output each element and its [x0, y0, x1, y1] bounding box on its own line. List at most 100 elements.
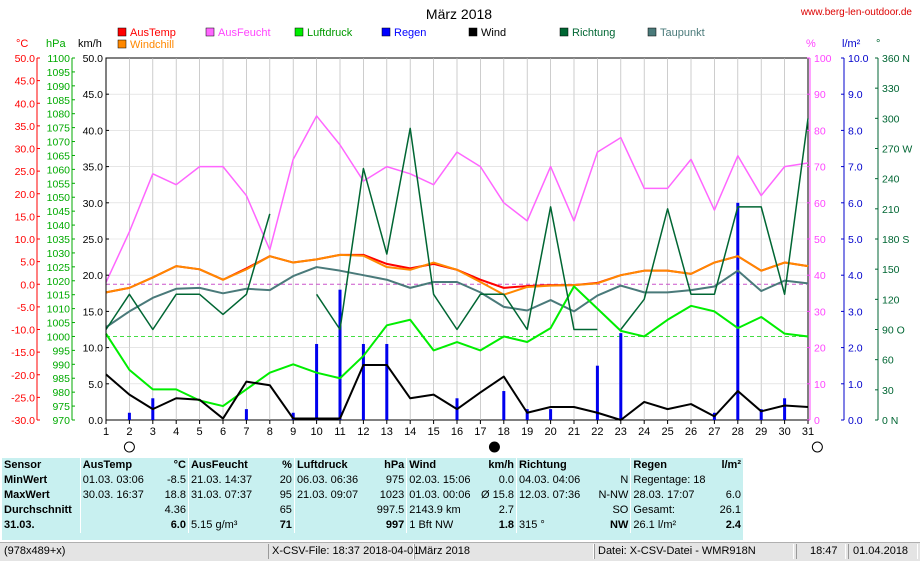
tick-label-rain: 2.0: [848, 343, 863, 355]
stats-cell: [516, 503, 591, 518]
x-tick-label: 29: [755, 426, 767, 438]
legend-swatch: [294, 27, 304, 37]
tick-label-temp: 45.0: [15, 76, 36, 88]
tick-label-pressure: 975: [52, 401, 70, 413]
chart-title: März 2018: [426, 6, 492, 22]
new-moon-icon: [488, 441, 500, 453]
legend-label: Luftdruck: [307, 27, 353, 39]
status-cell-datei: [594, 544, 794, 559]
tick-label-humidity: 10: [814, 379, 826, 391]
stats-cell: 26.1 l/m²: [630, 518, 710, 533]
x-tick-label: 2: [126, 426, 132, 438]
stats-cell: 6.0: [170, 519, 186, 531]
stats-row-min: MinWert 01.03. 03:06 -8.5 21.03. 14:37 2…: [2, 473, 743, 488]
tick-label-temp: 25.0: [15, 166, 36, 178]
stats-header-sensor: Sensor: [4, 459, 42, 471]
tick-label-pressure: 1010: [47, 304, 71, 316]
stats-header-wind: Wind: [406, 458, 479, 473]
stats-cell: 5.15 g/m³: [187, 518, 263, 533]
x-tick-label: 23: [615, 426, 627, 438]
status-cell-date: [848, 544, 918, 559]
tick-label-rain: 9.0: [848, 89, 863, 101]
stats-header-wind-unit: km/h: [488, 459, 515, 471]
legend-swatch: [468, 27, 478, 37]
stats-cell: 2.7: [498, 504, 515, 516]
tick-label-temp: -10.0: [11, 325, 35, 337]
x-tick-label: 10: [310, 426, 322, 438]
tick-label-pressure: 970: [52, 415, 70, 427]
tick-label-humidity: 30: [814, 306, 826, 318]
stats-row-current: 31.03. 6.0 5.15 g/m³ 71 997 1 Bft NW 1.8…: [2, 518, 743, 533]
tick-label-direction: 90 O: [882, 325, 905, 337]
status-time: 18:47: [810, 545, 838, 557]
stats-header-row: Sensor AusTemp °C AusFeucht % Luftdruck …: [2, 458, 743, 473]
tick-label-pressure: 1040: [47, 220, 71, 232]
rain-bar: [595, 365, 599, 420]
x-tick-label: 8: [267, 426, 273, 438]
tick-label-humidity: 70: [814, 162, 826, 174]
stats-cell: [79, 503, 155, 518]
stats-header-austemp: AusTemp: [79, 458, 155, 473]
x-tick-label: 28: [732, 426, 744, 438]
stats-cell: [293, 503, 367, 518]
x-tick-label: 13: [381, 426, 393, 438]
status-month: März 2018: [418, 545, 470, 557]
tick-label-direction: 240: [882, 174, 900, 186]
x-tick-label: 14: [404, 426, 416, 438]
rain-bar: [619, 333, 623, 420]
tick-label-humidity: 100: [814, 53, 832, 65]
tick-label-humidity: 0: [814, 415, 820, 427]
stats-row-label: 31.03.: [4, 519, 35, 531]
stats-cell: 21.03. 09:07: [293, 488, 367, 503]
x-tick-label: 17: [474, 426, 486, 438]
tick-label-rain: 1.0: [848, 379, 863, 391]
x-tick-label: 30: [778, 426, 790, 438]
stats-cell: 26.1: [719, 504, 741, 516]
status-cell-file: [268, 544, 414, 559]
stats-cell: 997: [385, 519, 405, 531]
legend-label: Regen: [394, 27, 426, 39]
rain-bar: [736, 202, 740, 420]
tick-label-direction: 270 W: [882, 144, 912, 156]
grid: [106, 58, 808, 420]
stats-cell: 975: [385, 474, 405, 486]
tick-label-pressure: 1065: [47, 150, 71, 162]
series-line-wind: [105, 363, 809, 421]
legend-label: Richtung: [572, 27, 615, 39]
reference-lines: [106, 283, 808, 337]
axis-unit-temp: °C: [16, 38, 28, 50]
tick-label-pressure: 1075: [47, 123, 71, 135]
tick-label-temp: 10.0: [15, 234, 36, 246]
tick-label-temp: 40.0: [15, 98, 36, 110]
stats-cell: 18.8: [164, 489, 186, 501]
stats-header-austemp-unit: °C: [173, 459, 186, 471]
tick-label-temp: -15.0: [11, 347, 35, 359]
full-moon-icon: [811, 441, 823, 453]
status-datei: Datei: X-CSV-Datei - WMR918N: [598, 545, 756, 557]
legend-label: AusTemp: [130, 27, 176, 39]
tick-label-temp: 30.0: [15, 144, 36, 156]
series-line-ausfeucht: [105, 115, 809, 283]
series-line-richtung: [315, 127, 598, 331]
x-tick-label: 22: [591, 426, 603, 438]
tick-label-pressure: 980: [52, 387, 70, 399]
tick-label-pressure: 1045: [47, 206, 71, 218]
x-axis: 1 2 3 4 5 6 7 8 9 10 11 12 13 14 15 16 17 18 19 20 21 22 23 24 2…: [103, 420, 814, 438]
stats-header-richtung-unit: [591, 458, 631, 473]
x-tick-label: 5: [197, 426, 203, 438]
tick-label-direction: 60: [882, 355, 894, 367]
stats-cell: NW: [610, 519, 629, 531]
tick-label-rain: 3.0: [848, 306, 863, 318]
series-line-richtung: [620, 118, 809, 330]
tick-label-temp: -20.0: [11, 370, 35, 382]
legend-swatch: [117, 39, 127, 49]
stats-cell: 6.0: [725, 489, 741, 501]
source-url: www.berg-len-outdoor.de: [800, 7, 913, 18]
stats-row-label: MaxWert: [4, 489, 50, 501]
tick-label-humidity: 60: [814, 198, 826, 210]
stats-cell: [79, 518, 155, 533]
tick-label-rain: 4.0: [848, 270, 863, 282]
stats-cell: 12.03. 07:36: [516, 488, 591, 503]
stats-cell: 65: [279, 504, 292, 516]
moon-phases: [123, 441, 823, 453]
